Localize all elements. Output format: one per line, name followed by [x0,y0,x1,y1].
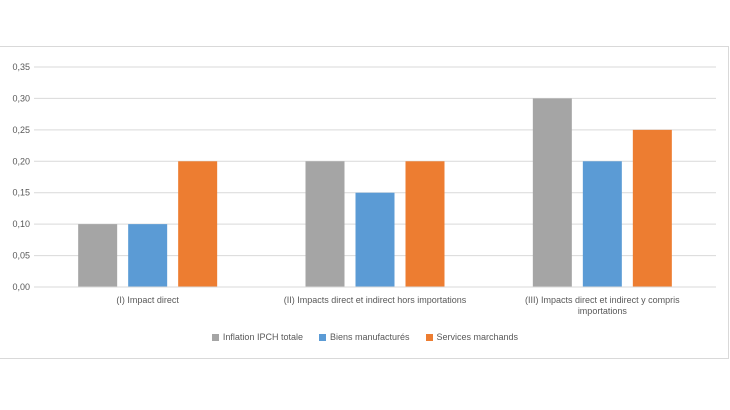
x-category-label: (III) Impacts direct et indirect y compr… [525,295,680,305]
y-tick-label: 0,15 [12,188,30,198]
bar [405,161,445,287]
y-tick-label: 0,35 [12,62,30,72]
legend-label-inflation: Inflation IPCH totale [222,332,303,342]
legend-swatch-biens [318,333,326,341]
x-category-label: (I) Impact direct [116,295,179,305]
bar [178,161,218,287]
legend-label-biens: Biens manufacturés [329,332,410,342]
y-tick-label: 0,00 [12,282,30,292]
bar [355,192,395,287]
chart-legend: Inflation IPCH totale Biens manufacturés… [0,332,730,342]
y-tick-label: 0,30 [12,93,30,103]
x-category-label: (II) Impacts direct et indirect hors imp… [284,295,467,305]
y-tick-label: 0,20 [12,156,30,166]
bar [305,161,345,287]
legend-swatch-inflation [211,333,219,341]
legend-swatch-services [425,333,433,341]
bar [128,224,168,287]
legend-item-services: Services marchands [425,332,519,342]
bar [532,98,572,287]
x-category-label: importations [578,306,628,316]
legend-label-services: Services marchands [436,332,519,342]
bar [632,129,672,287]
y-tick-label: 0,10 [12,219,30,229]
legend-item-biens: Biens manufacturés [318,332,410,342]
legend-item-inflation: Inflation IPCH totale [211,332,303,342]
bar [582,161,622,287]
y-tick-label: 0,05 [12,251,30,261]
y-tick-label: 0,25 [12,125,30,135]
bar [78,224,118,287]
